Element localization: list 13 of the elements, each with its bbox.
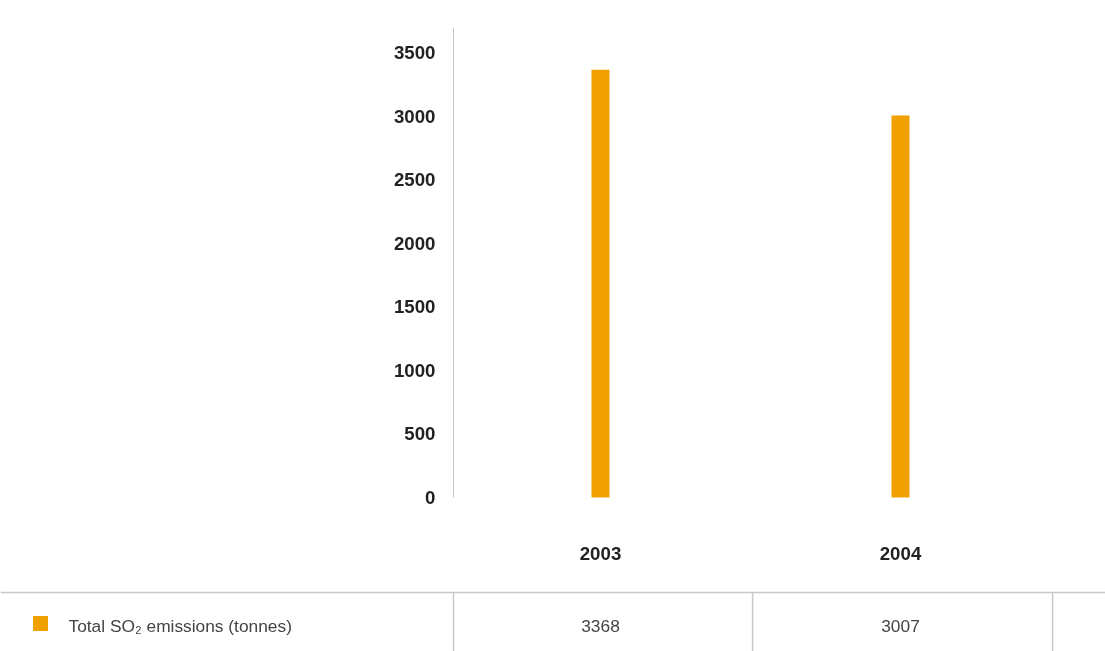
y-tick-label: 500 <box>404 423 436 445</box>
y-tick-label: 1000 <box>394 359 436 381</box>
y-tick-label: 3000 <box>394 105 436 127</box>
x-tick-label: 2004 <box>879 543 922 564</box>
y-tick-label: 3500 <box>394 42 436 64</box>
y-tick-label: 2000 <box>394 232 436 254</box>
x-tick-label: 2003 <box>579 543 622 564</box>
y-tick-label: 0 <box>425 487 436 508</box>
legend-label: Total SO₂ emissions (tonnes) <box>68 615 292 636</box>
y-tick-label: 1500 <box>394 296 436 318</box>
data-label: 3007 <box>881 615 920 636</box>
y-tick-label: 2500 <box>394 169 436 191</box>
data-label: 3368 <box>581 615 620 636</box>
